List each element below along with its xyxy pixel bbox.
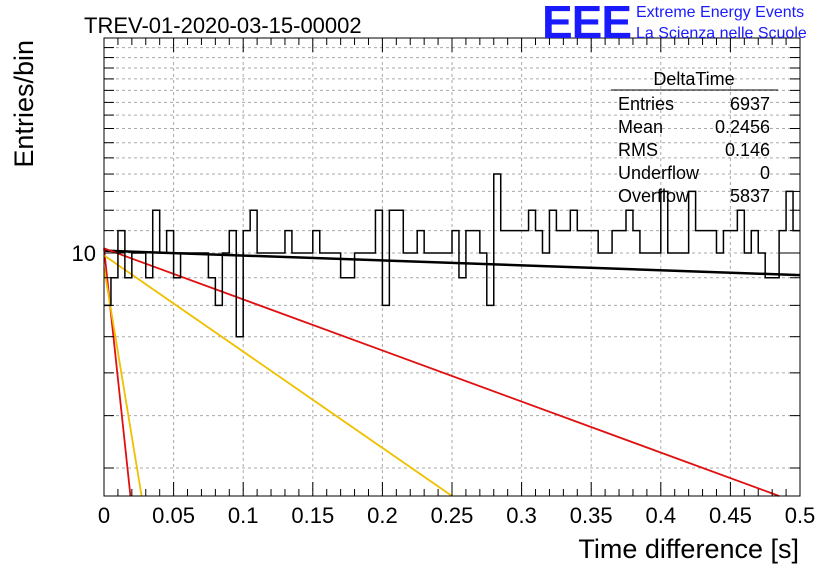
fit-curves [103,247,801,497]
x-tick-label: 0.15 [291,503,334,528]
logo-line2: La Scienza nelle Scuole [636,25,807,42]
stats-label-entries: Entries [618,94,674,114]
stats-value-overflow: 5837 [730,186,770,206]
fit-curve [103,254,453,497]
y-tick-label: 10 [72,241,96,266]
fit-curve [103,249,801,277]
stats-value-mean: 0.2456 [715,117,770,137]
histogram-outline [104,173,800,338]
stats-value-underflow: 0 [760,163,770,183]
x-tick-label: 0.2 [367,503,398,528]
x-tick-label: 0.45 [709,503,752,528]
stats-value-entries: 6937 [730,94,770,114]
eee-logo: EEE Extreme Energy Events La Scienza nel… [542,0,807,48]
x-tick-label: 0 [98,503,110,528]
logo-mark: EEE [542,0,631,48]
x-tick-label: 0.4 [646,503,677,528]
chart-title: TREV-01-2020-03-15-00002 [84,13,362,38]
x-tick-label: 0.1 [228,503,259,528]
fit-curve [103,247,780,497]
x-tick-label: 0.25 [431,503,474,528]
stats-label-underflow: Underflow [618,163,700,183]
y-axis-label: Entries/bin [9,40,39,168]
histogram-series [104,173,800,338]
x-axis-label: Time difference [s] [578,534,799,564]
axis-ticks [103,38,801,496]
stats-label-mean: Mean [618,117,663,137]
y-tick-labels: 10 [72,241,96,266]
x-tick-label: 0.35 [570,503,613,528]
stats-title: DeltaTime [653,69,734,89]
stats-label-overflow: Overflow [618,186,690,206]
stats-box: DeltaTime Entries 6937 Mean 0.2456 RMS 0… [611,69,778,206]
x-tick-label: 0.3 [506,503,537,528]
x-tick-label: 0.05 [152,503,195,528]
logo-line1: Extreme Energy Events [636,4,804,21]
stats-value-rms: 0.146 [725,140,770,160]
stats-label-rms: RMS [618,140,658,160]
x-tick-labels: 0 0.05 0.1 0.15 0.2 0.25 0.3 0.35 0.4 0.45 0.5 [98,503,815,528]
x-tick-label: 0.5 [785,503,816,528]
